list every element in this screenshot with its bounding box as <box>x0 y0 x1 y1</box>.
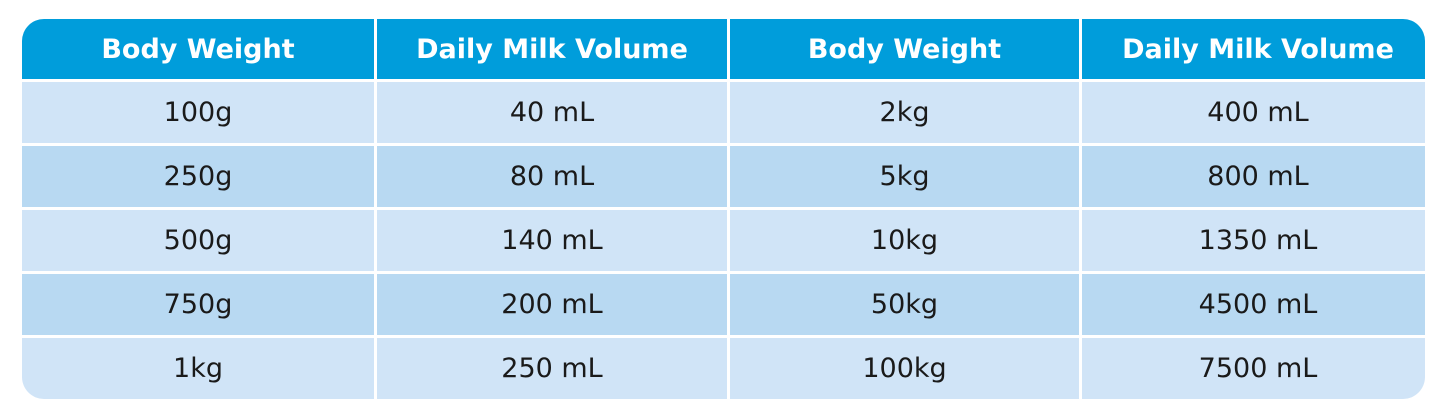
table-cell: 10kg <box>730 210 1079 271</box>
table-cell: 800 mL <box>1082 146 1425 207</box>
table-cell: 40 mL <box>377 82 727 143</box>
table-cell: 7500 mL <box>1082 338 1425 399</box>
table-cell: 750g <box>22 274 374 335</box>
table-cell: 50kg <box>730 274 1079 335</box>
table-cell: 2kg <box>730 82 1079 143</box>
table-cell: 250g <box>22 146 374 207</box>
header-cell: Daily Milk Volume <box>1082 19 1425 79</box>
table-cell: 1kg <box>22 338 374 399</box>
milk-volume-table: Body Weight Daily Milk Volume Body Weight D… <box>22 19 1425 399</box>
table-cell: 250 mL <box>377 338 727 399</box>
table-cell: 400 mL <box>1082 82 1425 143</box>
table-cell: 5kg <box>730 146 1079 207</box>
table-cell: 500g <box>22 210 374 271</box>
header-cell: Daily Milk Volume <box>377 19 727 79</box>
table-cell: 80 mL <box>377 146 727 207</box>
table-cell: 140 mL <box>377 210 727 271</box>
table-cell: 100kg <box>730 338 1079 399</box>
header-cell: Body Weight <box>730 19 1079 79</box>
table-cell: 1350 mL <box>1082 210 1425 271</box>
header-cell: Body Weight <box>22 19 374 79</box>
table-cell: 4500 mL <box>1082 274 1425 335</box>
table-cell: 100g <box>22 82 374 143</box>
table-cell: 200 mL <box>377 274 727 335</box>
